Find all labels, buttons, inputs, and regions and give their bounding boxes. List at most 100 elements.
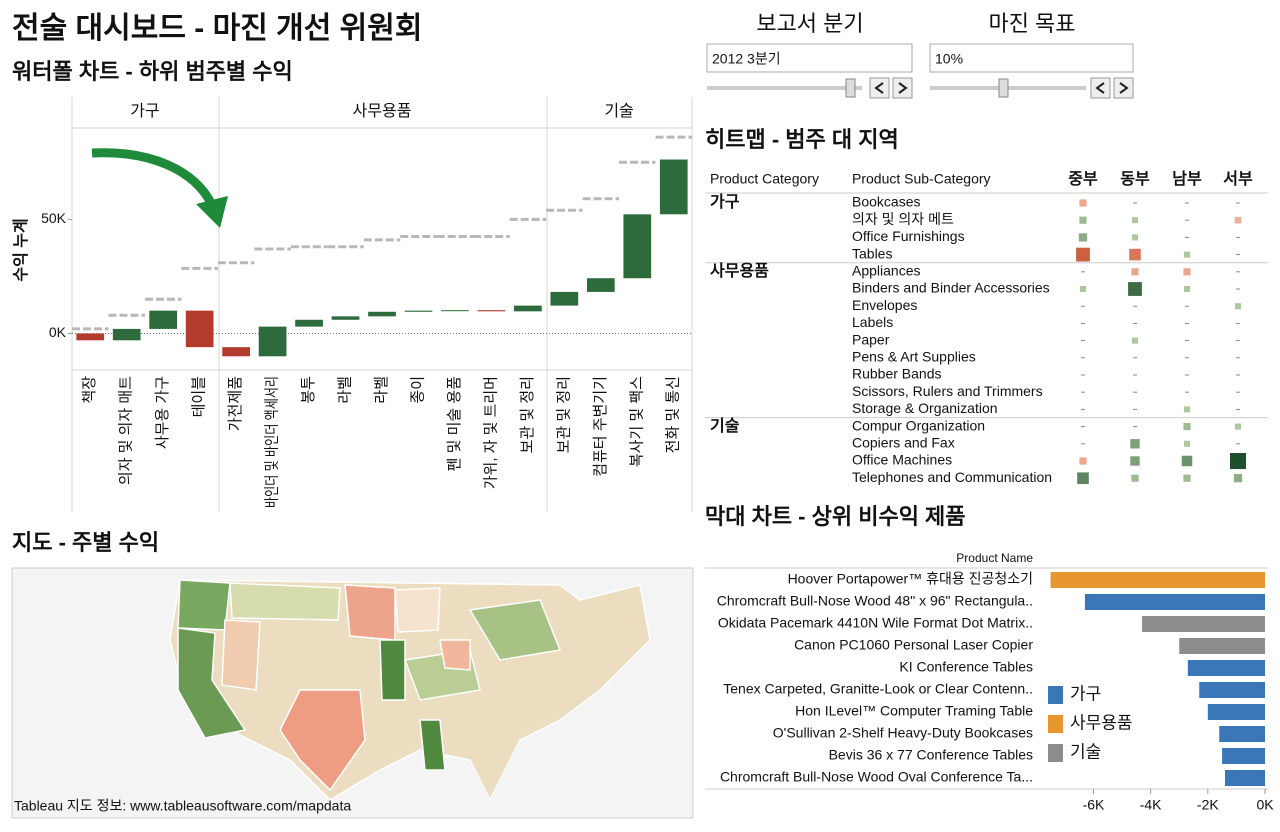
annotation-arrowhead: [196, 196, 228, 228]
product-label: Hoover Portapower™ 휴대용 진공청소기: [788, 571, 1033, 587]
heat-cell: [1131, 217, 1139, 224]
heat-cell: [1233, 474, 1243, 483]
sub-category-label: Rubber Bands: [852, 366, 942, 382]
waterfall-bar: [404, 310, 433, 312]
heat-cell: [1131, 234, 1139, 241]
x-tick-label: 전화 및 통신: [665, 376, 682, 453]
bar: [1179, 638, 1265, 654]
sub-category-label: Compur Organization: [852, 417, 985, 433]
sub-category-label: Bookcases: [852, 194, 920, 210]
x-tick-label: 컴퓨터 주변기기: [592, 376, 609, 477]
waterfall-bar: [185, 310, 214, 348]
heat-cell: [1183, 251, 1191, 258]
category-label: 가구: [710, 193, 740, 211]
waterfall-bar: [550, 291, 579, 306]
map-title: 지도 - 주별 수익: [12, 530, 159, 555]
slider-thumb[interactable]: [845, 78, 856, 98]
x-tick-label: -6K: [1083, 797, 1105, 813]
heat-cell: [1234, 303, 1242, 310]
y-tick-label: 0K: [49, 324, 67, 340]
margin-input[interactable]: [929, 43, 1134, 73]
bar: [1207, 704, 1265, 720]
x-tick-label: 복사기 및 팩스: [628, 376, 645, 467]
waterfall-bar: [623, 214, 652, 279]
heat-cell: [1183, 423, 1191, 431]
x-tick-label: 봉투: [300, 376, 317, 404]
map-source: Tableau 지도 정보: www.tableausoftware.com/m…: [14, 798, 351, 814]
x-tick-label: 사무용 가구: [154, 376, 171, 449]
x-tick-label: 0K: [1256, 797, 1274, 813]
heat-cell: [1181, 455, 1193, 467]
category-label: 사무용품: [710, 262, 769, 280]
heat-cell: [1077, 472, 1089, 484]
heat-cell: [1131, 268, 1139, 276]
bar: [1050, 572, 1265, 588]
x-tick-label: 보관 및 정리: [555, 376, 572, 453]
legend-label: 가구: [1070, 684, 1101, 703]
control-label: 보고서 분기: [756, 11, 863, 36]
sub-category-label: Storage & Organization: [852, 400, 998, 416]
legend-swatch: [1048, 686, 1063, 704]
sub-category-label: Copiers and Fax: [852, 435, 955, 451]
x-tick-label: 종이: [409, 376, 426, 404]
x-tick-label: 책장: [81, 376, 98, 404]
sub-category-label: Telephones and Communication: [852, 469, 1052, 485]
y-axis-label: 수익 누계: [11, 218, 30, 281]
waterfall-bar: [514, 305, 542, 312]
x-tick-label: -4K: [1140, 797, 1162, 813]
bar: [1199, 682, 1265, 698]
heat-cell: [1131, 337, 1139, 344]
sub-category-label: Labels: [852, 314, 893, 330]
product-label: O'Sullivan 2-Shelf Heavy-Duty Bookcases: [773, 725, 1033, 741]
bar: [1224, 770, 1265, 786]
y-tick-label: 50K: [41, 210, 67, 226]
prev-button[interactable]: [1090, 77, 1111, 99]
x-tick-label: 가위, 자 및 트리머: [482, 376, 499, 489]
heat-cell: [1183, 440, 1191, 447]
heat-cell: [1183, 474, 1191, 482]
heat-cell: [1183, 268, 1191, 276]
heat-cell: [1130, 439, 1140, 449]
waterfall-bar: [368, 311, 396, 317]
product-label: KI Conference Tables: [899, 659, 1033, 675]
heat-cell: [1130, 456, 1140, 466]
region-header: 동부: [1120, 170, 1150, 188]
sub-category-label: Office Machines: [852, 452, 952, 468]
annotation-arrow: [91, 148, 217, 208]
quarter-input[interactable]: [706, 43, 913, 73]
group-label: 가구: [130, 102, 159, 120]
product-label: Canon PC1060 Personal Laser Copier: [794, 637, 1033, 653]
x-tick-label: 의자 및 의자 매트: [118, 376, 135, 485]
product-label: Tenex Carpeted, Granitte-Look or Clear C…: [723, 681, 1033, 697]
heat-cell: [1079, 216, 1087, 224]
slider-thumb[interactable]: [998, 78, 1009, 98]
heat-cell: [1078, 233, 1088, 242]
next-button[interactable]: [892, 77, 913, 99]
heatmap-title: 히트맵 - 범주 대 지역: [705, 127, 899, 152]
heat-cell: [1234, 216, 1242, 224]
region-header: 남부: [1172, 170, 1202, 188]
sub-category-label: Scissors, Rulers and Trimmers: [852, 383, 1043, 399]
sub-category-label: Binders and Binder Accessories: [852, 280, 1050, 296]
sub-category-label: Appliances: [852, 263, 921, 279]
control-label: 마진 목표: [988, 11, 1075, 36]
prev-button[interactable]: [869, 77, 890, 99]
heat-cell: [1128, 282, 1142, 296]
heat-cell: [1131, 474, 1139, 482]
product-label: Chromcraft Bull-Nose Wood Oval Conferenc…: [720, 769, 1033, 785]
group-label: 기술: [604, 102, 633, 120]
waterfall-bar: [331, 316, 360, 320]
sub-category-label: Tables: [852, 245, 892, 261]
x-tick-label: 펜 및 미술 용품: [446, 376, 463, 471]
legend-swatch: [1048, 744, 1063, 762]
heat-cell: [1076, 247, 1090, 262]
waterfall-title: 워터폴 차트 - 하위 범주별 수익: [12, 59, 293, 84]
waterfall-bar: [112, 328, 141, 341]
x-tick-label: 보관 및 정리: [519, 376, 536, 453]
next-button[interactable]: [1113, 77, 1134, 99]
product-label: Bevis 36 x 77 Conference Tables: [829, 747, 1033, 763]
heat-cell: [1079, 457, 1087, 465]
waterfall-bar: [295, 319, 323, 327]
